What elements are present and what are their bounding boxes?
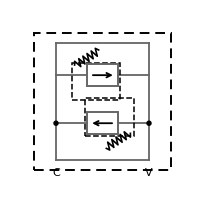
Circle shape [54, 122, 58, 126]
Bar [87, 65, 118, 87]
Circle shape [147, 122, 151, 126]
Text: V: V [145, 167, 153, 177]
Text: C: C [52, 167, 60, 177]
Bar [72, 63, 120, 100]
Bar [87, 113, 118, 134]
Bar [85, 99, 134, 136]
Bar [34, 34, 171, 170]
